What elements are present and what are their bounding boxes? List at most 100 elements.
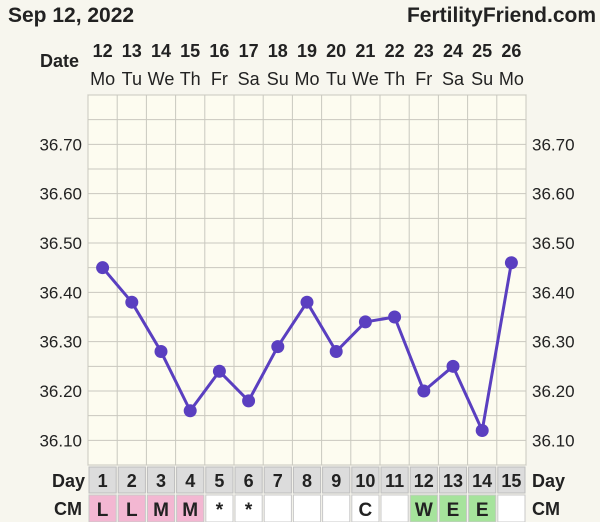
cycle-day-cell [497,466,526,494]
weekday-label: Tu [326,69,346,89]
temperature-point [242,394,256,408]
cycle-day-number: 14 [472,471,492,491]
cm-cell [292,494,322,522]
cycle-day-cell [117,466,146,494]
temperature-point [271,340,285,354]
cm-value: W [415,500,433,521]
temperature-point [154,345,168,359]
temperature-point [388,310,402,324]
weekday-label: Fr [415,69,432,89]
cycle-day-cell [409,466,438,494]
y-tick-label-right: 36.20 [532,382,575,401]
cycle-day-number: 8 [302,471,312,491]
cm-cell [438,494,468,522]
cm-value: * [245,500,253,521]
date-number: 15 [180,41,200,61]
cm-value: M [153,500,169,521]
cm-value: E [476,500,489,521]
temperature-point [183,404,197,418]
temperature-point [329,345,343,359]
cycle-day-row: 1 2 3 4 5 6 7 8 9 10 11 12 13 14 15 [88,466,526,494]
date-number: 14 [151,41,171,61]
cycle-day-cell [88,466,117,494]
cycle-day-cell [468,466,497,494]
cycle-day-cell [263,466,292,494]
date-number: 23 [414,41,434,61]
temperature-point [125,295,139,309]
cervical-mucus-row: L L M M * * C W E E [88,494,526,522]
y-tick-label-left: 36.70 [39,135,82,154]
cm-value: L [126,500,138,521]
weekday-label: Th [180,69,201,89]
cm-cell [468,494,497,522]
cm-cell [409,494,438,522]
y-tick-label-right: 36.30 [532,333,575,352]
cycle-day-number: 5 [214,471,224,491]
cm-value: E [447,500,460,521]
y-axis-right: 36.70 36.60 36.50 36.40 36.30 36.20 36.10 [532,135,575,450]
y-tick-label-left: 36.40 [39,283,82,302]
cm-cell [380,494,409,522]
weekday-label: Mo [90,69,115,89]
cm-cell [205,494,234,522]
header-brand: FertilityFriend.com [407,4,596,27]
cycle-day-cell [234,466,263,494]
cycle-day-number: 13 [443,471,463,491]
cm-cell [234,494,263,522]
day-label-left: Day [52,471,85,491]
y-axis-left: 36.70 36.60 36.50 36.40 36.30 36.20 36.10 [39,135,82,450]
temperature-point [358,315,372,329]
cycle-day-number: 15 [501,471,521,491]
weekday-label: Su [471,69,493,89]
weekday-label: Su [267,69,289,89]
cycle-day-cell [146,466,176,494]
cm-cell [117,494,146,522]
temperature-points [96,256,518,437]
cm-cell [263,494,292,522]
cm-cell [322,494,351,522]
date-number: 24 [443,41,463,61]
cm-value: * [216,500,224,521]
cycle-day-number: 1 [98,471,108,491]
date-number: 12 [93,41,113,61]
cm-label-right: CM [532,499,560,519]
weekday-label: Th [384,69,405,89]
grid [87,94,527,466]
weekday-label: Sa [238,69,261,89]
weekday-label: We [148,69,175,89]
plot-area [87,94,527,466]
date-number: 21 [355,41,375,61]
cm-cell [497,494,526,522]
cm-cell [146,494,176,522]
y-tick-label-right: 36.70 [532,135,575,154]
weekday-label: Sa [442,69,465,89]
weekday-label: We [352,69,379,89]
cycle-day-number: 12 [414,471,434,491]
cycle-day-number: 2 [127,471,137,491]
cycle-day-cell [438,466,468,494]
date-number: 25 [472,41,492,61]
y-tick-label-left: 36.50 [39,234,82,253]
temperature-point [300,295,314,309]
cycle-day-number: 4 [185,471,195,491]
weekday-label: Mo [499,69,524,89]
date-number: 20 [326,41,346,61]
cycle-day-number: 7 [273,471,283,491]
y-tick-label-left: 36.30 [39,333,82,352]
date-number: 16 [209,41,229,61]
cm-label-left: CM [54,499,82,519]
cycle-day-cell [205,466,234,494]
temperature-point [96,261,110,275]
date-label: Date [40,51,79,71]
y-tick-label-left: 36.60 [39,185,82,204]
weekday-label: Tu [122,69,142,89]
y-tick-label-right: 36.60 [532,185,575,204]
cycle-day-cell [292,466,322,494]
temperature-point [446,359,460,373]
cycle-day-number: 9 [331,471,341,491]
day-label-right: Day [532,471,565,491]
cycle-day-number: 10 [355,471,375,491]
date-number: 17 [239,41,259,61]
temperature-point [417,384,431,398]
